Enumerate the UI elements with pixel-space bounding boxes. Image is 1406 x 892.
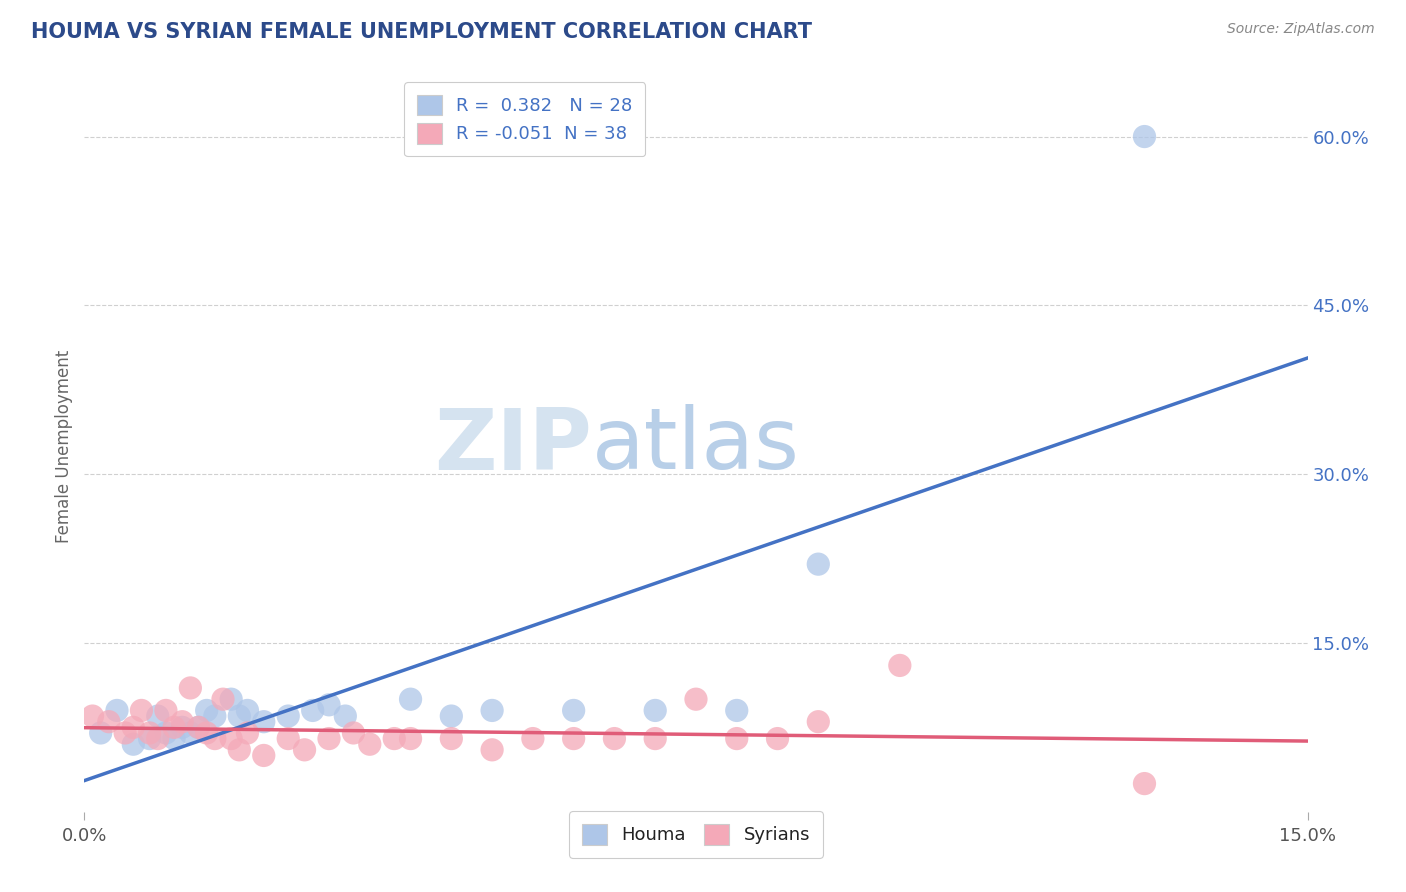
Point xyxy=(212,692,235,706)
Point xyxy=(301,703,323,717)
Point xyxy=(187,720,209,734)
Legend: Houma, Syrians: Houma, Syrians xyxy=(569,812,823,857)
Point xyxy=(114,726,136,740)
Text: atlas: atlas xyxy=(592,404,800,488)
Point xyxy=(131,703,153,717)
Text: ZIP: ZIP xyxy=(434,404,592,488)
Point xyxy=(236,703,259,717)
Point xyxy=(179,681,201,695)
Point xyxy=(90,726,112,740)
Point xyxy=(146,709,169,723)
Point xyxy=(440,709,463,723)
Point xyxy=(318,731,340,746)
Point xyxy=(440,731,463,746)
Text: HOUMA VS SYRIAN FEMALE UNEMPLOYMENT CORRELATION CHART: HOUMA VS SYRIAN FEMALE UNEMPLOYMENT CORR… xyxy=(31,22,811,42)
Point xyxy=(481,703,503,717)
Point xyxy=(277,709,299,723)
Point xyxy=(522,731,544,746)
Point xyxy=(725,731,748,746)
Point xyxy=(766,731,789,746)
Point xyxy=(163,720,186,734)
Point xyxy=(277,731,299,746)
Point xyxy=(562,703,585,717)
Point xyxy=(138,731,160,746)
Point xyxy=(236,726,259,740)
Point xyxy=(219,692,242,706)
Point xyxy=(179,726,201,740)
Point xyxy=(253,748,276,763)
Point xyxy=(204,709,226,723)
Point xyxy=(603,731,626,746)
Point xyxy=(195,703,218,717)
Point xyxy=(318,698,340,712)
Point xyxy=(725,703,748,717)
Point xyxy=(1133,129,1156,144)
Point xyxy=(204,731,226,746)
Point xyxy=(155,703,177,717)
Point xyxy=(122,737,145,751)
Point xyxy=(82,709,104,723)
Point xyxy=(399,692,422,706)
Point xyxy=(97,714,120,729)
Point xyxy=(172,720,194,734)
Point xyxy=(122,720,145,734)
Point xyxy=(335,709,357,723)
Point xyxy=(685,692,707,706)
Point xyxy=(138,726,160,740)
Point xyxy=(1133,776,1156,790)
Point xyxy=(359,737,381,751)
Text: Source: ZipAtlas.com: Source: ZipAtlas.com xyxy=(1227,22,1375,37)
Point xyxy=(253,714,276,729)
Point xyxy=(807,557,830,571)
Point xyxy=(481,743,503,757)
Point xyxy=(105,703,128,717)
Point xyxy=(195,726,218,740)
Y-axis label: Female Unemployment: Female Unemployment xyxy=(55,350,73,542)
Point xyxy=(146,731,169,746)
Point xyxy=(163,731,186,746)
Point xyxy=(382,731,405,746)
Point xyxy=(562,731,585,746)
Point xyxy=(228,743,250,757)
Point xyxy=(219,731,242,746)
Point xyxy=(399,731,422,746)
Point xyxy=(807,714,830,729)
Point xyxy=(889,658,911,673)
Point xyxy=(644,703,666,717)
Point xyxy=(187,720,209,734)
Point xyxy=(228,709,250,723)
Point xyxy=(155,726,177,740)
Point xyxy=(172,714,194,729)
Point xyxy=(294,743,316,757)
Point xyxy=(644,731,666,746)
Point xyxy=(342,726,364,740)
